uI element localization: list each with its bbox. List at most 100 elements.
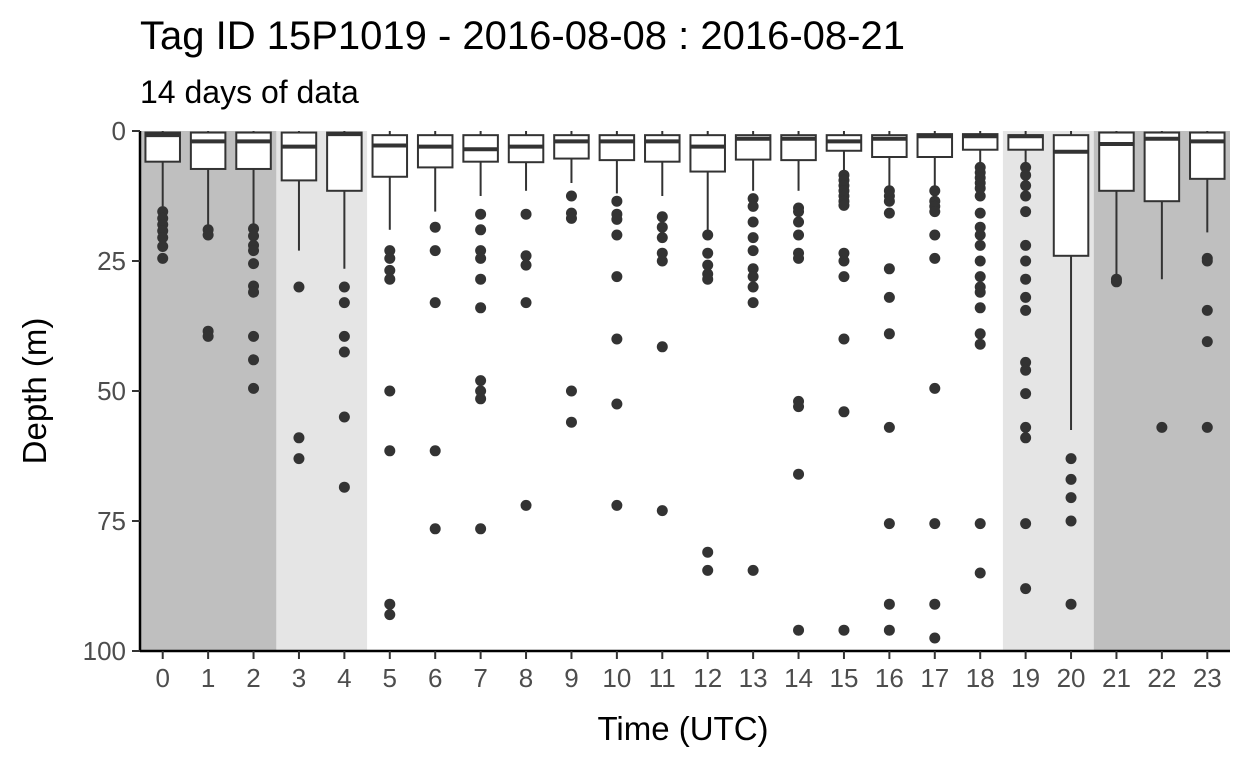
- outlier-hour-17-0: [929, 185, 941, 197]
- outlier-hour-7-3: [475, 252, 487, 264]
- outlier-hour-5-7: [384, 609, 396, 621]
- outlier-hour-12-5: [702, 546, 714, 558]
- outlier-hour-17-7: [929, 518, 941, 530]
- iqr-box-hour-17: [916, 133, 954, 158]
- outlier-hour-19-1: [1020, 169, 1032, 181]
- outlier-hour-16-7: [883, 421, 895, 433]
- box-hour-12: [689, 131, 726, 230]
- chart-title: Tag ID 15P1019 - 2016-08-08 : 2016-08-21: [140, 14, 905, 58]
- outlier-hour-11-5: [656, 341, 668, 353]
- box-hour-19: [1007, 131, 1044, 163]
- outlier-hour-3-2: [293, 453, 305, 465]
- x-tick-label-12: 12: [693, 663, 722, 693]
- outlier-hour-19-5: [1020, 239, 1032, 251]
- outlier-hour-18-7: [974, 221, 986, 233]
- box-hour-10: [598, 131, 636, 194]
- outlier-hour-15-10: [838, 333, 850, 345]
- iqr-box-hour-2: [235, 131, 272, 170]
- outlier-hour-23-2: [1201, 304, 1213, 316]
- outlier-hour-19-13: [1020, 421, 1032, 433]
- outlier-hour-18-5: [974, 190, 986, 202]
- x-axis-title: Time (UTC): [597, 710, 768, 747]
- outlier-hour-17-9: [929, 632, 941, 644]
- outlier-hour-12-1: [702, 247, 714, 259]
- outlier-hour-6-4: [429, 523, 441, 535]
- x-tick-label-5: 5: [383, 663, 397, 693]
- box-layer: [144, 131, 1226, 430]
- outlier-hour-19-11: [1020, 364, 1032, 376]
- outlier-hour-17-3: [929, 206, 941, 218]
- x-tick-label-17: 17: [920, 663, 949, 693]
- outlier-hour-18-4: [974, 182, 986, 194]
- box-hour-16: [871, 131, 908, 186]
- outlier-layer: [157, 161, 1213, 644]
- iqr-box-hour-8: [507, 134, 545, 164]
- x-tick-label-22: 22: [1147, 663, 1176, 693]
- outlier-hour-13-1: [747, 200, 759, 212]
- outlier-hour-19-0: [1020, 161, 1032, 173]
- outlier-hour-10-7: [611, 499, 623, 511]
- box-hour-18: [961, 131, 999, 165]
- outlier-hour-18-9: [974, 239, 986, 251]
- outlier-hour-16-9: [883, 598, 895, 610]
- x-tick-label-15: 15: [829, 663, 858, 693]
- box-hour-14: [780, 131, 817, 191]
- outlier-hour-2-3: [248, 245, 260, 257]
- outlier-hour-5-0: [384, 245, 396, 257]
- x-tick-label-0: 0: [155, 663, 169, 693]
- outlier-hour-16-3: [883, 207, 895, 219]
- outlier-hour-18-13: [974, 286, 986, 298]
- x-tick-label-20: 20: [1057, 663, 1086, 693]
- outlier-hour-18-14: [974, 302, 986, 314]
- outlier-hour-13-9: [747, 564, 759, 576]
- outlier-hour-3-1: [293, 432, 305, 444]
- outlier-hour-19-3: [1020, 190, 1032, 202]
- outlier-hour-11-1: [656, 221, 668, 233]
- outlier-hour-8-1: [520, 250, 532, 262]
- outlier-hour-10-5: [611, 333, 623, 345]
- outlier-hour-9-2: [565, 212, 577, 224]
- outlier-hour-5-3: [384, 273, 396, 285]
- outlier-hour-23-3: [1201, 336, 1213, 348]
- x-tick-label-4: 4: [337, 663, 351, 693]
- box-hour-5: [371, 131, 409, 230]
- outlier-hour-11-3: [656, 247, 668, 259]
- outlier-hour-12-2: [702, 259, 714, 271]
- outlier-hour-7-5: [475, 302, 487, 314]
- outlier-hour-15-7: [838, 247, 850, 259]
- outlier-hour-12-0: [702, 229, 714, 241]
- outlier-hour-14-3: [793, 229, 805, 241]
- outlier-hour-0-5: [157, 240, 169, 252]
- outlier-hour-19-10: [1020, 356, 1032, 368]
- iqr-box-hour-0: [144, 131, 181, 163]
- outlier-hour-20-1: [1065, 473, 1077, 485]
- x-tick-label-21: 21: [1102, 663, 1131, 693]
- iqr-box-hour-10: [598, 134, 636, 162]
- outlier-hour-14-7: [793, 401, 805, 413]
- day-night-shading: [140, 131, 1230, 651]
- outlier-hour-7-8: [475, 393, 487, 405]
- outlier-hour-19-6: [1020, 255, 1032, 267]
- box-hour-20: [1052, 131, 1090, 430]
- outlier-hour-5-2: [384, 264, 396, 276]
- outlier-hour-20-2: [1065, 492, 1077, 504]
- iqr-box-hour-1: [189, 131, 227, 170]
- outlier-hour-9-3: [565, 385, 577, 397]
- outlier-hour-17-8: [929, 598, 941, 610]
- outlier-hour-19-8: [1020, 291, 1032, 303]
- outlier-hour-19-15: [1020, 518, 1032, 530]
- outlier-hour-18-10: [974, 255, 986, 267]
- outlier-hour-16-8: [883, 518, 895, 530]
- outlier-hour-2-9: [248, 382, 260, 394]
- outlier-hour-7-6: [475, 375, 487, 387]
- outlier-hour-4-2: [338, 330, 350, 342]
- x-tick-label-11: 11: [649, 663, 676, 693]
- outlier-hour-13-4: [747, 245, 759, 257]
- outlier-hour-16-6: [883, 328, 895, 340]
- box-hour-8: [507, 131, 545, 191]
- y-tick-label-25: 25: [97, 246, 126, 276]
- outlier-hour-13-5: [747, 263, 759, 275]
- outlier-hour-18-16: [974, 338, 986, 350]
- outlier-hour-14-1: [793, 206, 805, 218]
